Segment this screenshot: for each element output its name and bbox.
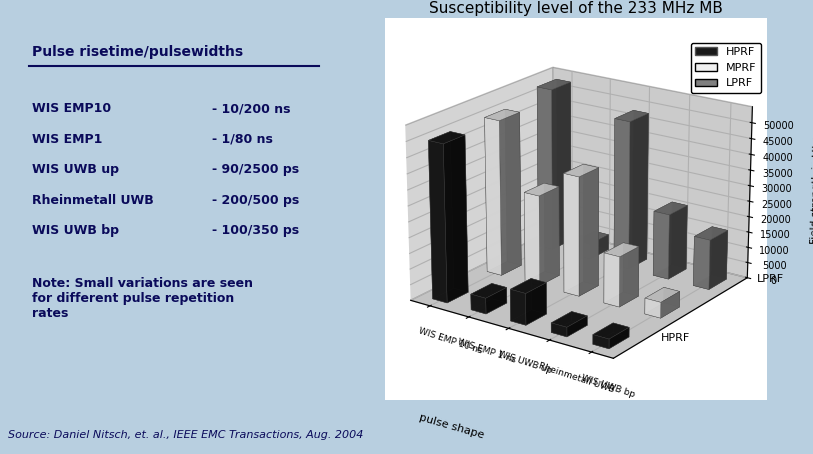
Text: Pulse risetime/pulsewidths: Pulse risetime/pulsewidths [32,45,243,59]
Text: - 200/500 ps: - 200/500 ps [212,193,299,207]
Text: WIS EMP1: WIS EMP1 [32,133,102,146]
Text: - 1/80 ns: - 1/80 ns [212,133,273,146]
Text: WIS UWB up: WIS UWB up [32,163,119,176]
Text: - 90/2500 ps: - 90/2500 ps [212,163,299,176]
Legend: HPRF, MPRF, LPRF: HPRF, MPRF, LPRF [691,43,761,93]
Title: Susceptibility level of the 233 MHz MB: Susceptibility level of the 233 MHz MB [429,0,723,15]
Text: WIS EMP10: WIS EMP10 [32,102,111,115]
Text: Source: Daniel Nitsch, et. al., IEEE EMC Transactions, Aug. 2004: Source: Daniel Nitsch, et. al., IEEE EMC… [8,430,363,440]
Text: Rheinmetall UWB: Rheinmetall UWB [32,193,154,207]
X-axis label: pulse shape: pulse shape [418,412,485,440]
Text: - 100/350 ps: - 100/350 ps [212,224,299,237]
Text: Note: Small variations are seen
for different pulse repetition
rates: Note: Small variations are seen for diff… [32,277,253,321]
Text: - 10/200 ns: - 10/200 ns [212,102,290,115]
Text: WIS UWB bp: WIS UWB bp [32,224,119,237]
